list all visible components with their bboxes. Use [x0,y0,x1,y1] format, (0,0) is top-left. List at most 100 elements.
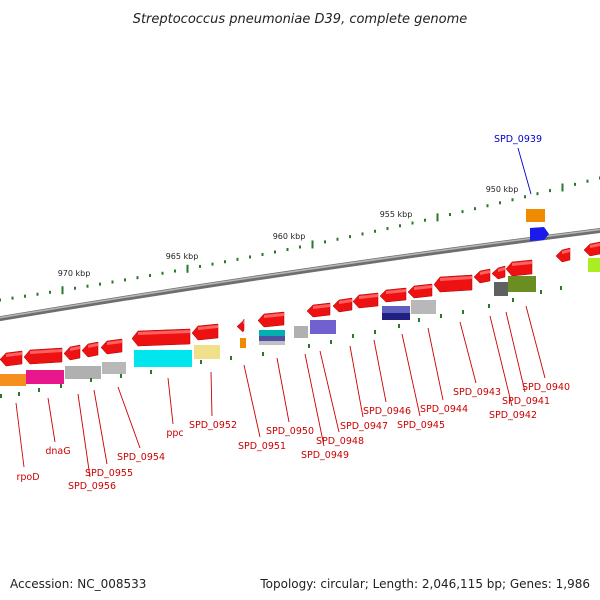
leader-line [15,402,25,468]
scale-tick [361,232,364,236]
gene-arrow-highlight [498,267,505,272]
leader-line [93,389,108,465]
leader-line [304,353,325,447]
lower-tick [262,352,264,356]
scale-tick [74,286,76,290]
scale-dots [0,176,600,302]
gene-labels: rpoD dnaG SPD_0956 SPD_0955 SPD_0954 ppc… [16,134,570,492]
gene-label-SPD_0939[interactable]: SPD_0939 [494,134,542,145]
feature-bar [588,258,600,272]
gene-label-SPD_0952[interactable]: SPD_0952 [189,420,237,431]
leader-line [210,371,213,417]
feature-bar [259,341,285,345]
feature-bar [134,350,192,367]
scale-tick [574,182,576,186]
leader-line [117,386,141,449]
scale-tick [411,221,414,225]
gene-track [0,209,600,367]
feature-bar [102,362,126,374]
scale-label-950: 950 kbp [486,185,519,194]
gene-label-rpoD[interactable]: rpoD [16,472,39,483]
lower-tick [38,388,40,392]
feature-bar [382,313,410,320]
map-title: Streptococcus pneumoniae D39, complete g… [133,12,468,27]
gene-label-SPD_0955[interactable]: SPD_0955 [85,468,133,479]
scale-tick [111,280,114,284]
scale-tick [36,292,39,296]
scale-tick [336,237,339,241]
leader-line [349,345,364,418]
gene-arrow-highlight [339,299,352,304]
scale-tick [386,227,389,231]
gene-label-ppc[interactable]: ppc [166,428,183,439]
gene-label-SPD_0950[interactable]: SPD_0950 [266,426,314,437]
scale-tick [424,218,426,222]
lower-tick [374,330,376,334]
gene-label-SPD_0956[interactable]: SPD_0956 [68,481,116,492]
gene-label-SPD_0947[interactable]: SPD_0947 [340,421,388,432]
feature-bar [294,326,308,338]
scale-tick [61,286,64,295]
scale-tick [561,183,564,192]
label-leaders [15,147,546,478]
leader-line [373,339,387,403]
gene-arrow-highlight [590,243,600,248]
gene-arrow-highlight [88,343,98,348]
gene-arrow-blue [530,227,549,241]
gene-label-SPD_0942[interactable]: SPD_0942 [489,410,537,421]
gene-label-SPD_0944[interactable]: SPD_0944 [420,404,468,415]
lower-tick [150,370,152,374]
scale-tick [149,274,151,277]
scale-tick [186,264,189,273]
feature-bars [0,258,600,386]
gene-label-SPD_0941[interactable]: SPD_0941 [502,396,550,407]
leader-line [319,350,340,433]
lower-tick [512,298,514,302]
gene-label-SPD_0948[interactable]: SPD_0948 [316,436,364,447]
gene-label-SPD_0951[interactable]: SPD_0951 [238,441,286,452]
scale-tick [136,276,139,280]
feature-bar [494,282,508,296]
gene-label-SPD_0943[interactable]: SPD_0943 [453,387,501,398]
gene-arrow-highlight [264,313,284,318]
scale-tick [49,290,51,294]
scale-tick [549,189,551,193]
gene-label-dnaG[interactable]: dnaG [45,446,70,457]
scale-tick [211,262,214,266]
gene-arrow-highlight [562,249,570,254]
gene-arrow-highlight [359,294,378,299]
leader-line [505,311,526,393]
lower-tick [418,318,420,322]
scale-tick [286,248,289,252]
scale-tick [474,207,476,211]
feature-bar [382,306,410,314]
leader-line [489,315,513,407]
lower-tick [540,290,542,294]
gene-label-SPD_0946[interactable]: SPD_0946 [363,406,411,417]
gene-arrow-highlight [70,346,80,351]
backbone [0,227,600,322]
gene-arrow-highlight [480,270,490,275]
gene-arrow-highlight [512,261,532,266]
feature-bar [259,330,285,336]
gene-label-SPD_0945[interactable]: SPD_0945 [397,420,445,431]
leader-line [167,377,174,425]
scale-tick [536,192,539,196]
leader-line [459,321,477,384]
lower-tick [18,392,20,396]
gene-arrow-highlight [243,320,244,325]
lower-ticks [0,286,562,398]
gene-label-SPD_0949[interactable]: SPD_0949 [301,450,349,461]
leader-line [276,357,290,423]
lower-tick [330,340,332,344]
scale-tick [511,198,514,202]
scale-tick [374,229,376,233]
gene-label-SPD_0954[interactable]: SPD_0954 [117,452,165,463]
gene-label-SPD_0940[interactable]: SPD_0940 [522,382,570,393]
scale-tick [124,278,126,282]
scale-tick [449,213,451,216]
gene-arrow-highlight [198,325,218,330]
lower-tick [440,314,442,318]
gene-arrow-highlight [440,276,472,281]
